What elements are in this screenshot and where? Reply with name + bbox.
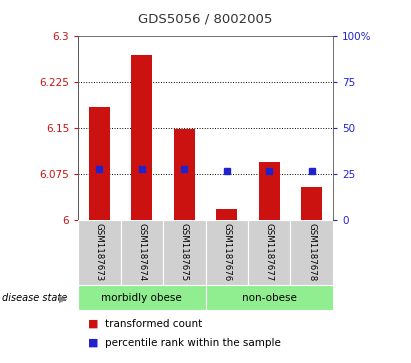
- Text: percentile rank within the sample: percentile rank within the sample: [105, 338, 281, 348]
- Text: non-obese: non-obese: [242, 293, 297, 303]
- Text: disease state: disease state: [2, 293, 67, 303]
- Text: transformed count: transformed count: [105, 319, 202, 329]
- Text: GDS5056 / 8002005: GDS5056 / 8002005: [139, 13, 272, 26]
- Text: ▶: ▶: [59, 293, 67, 303]
- Text: ■: ■: [88, 338, 99, 348]
- Text: GSM1187677: GSM1187677: [265, 223, 274, 281]
- Bar: [131, 54, 152, 220]
- Bar: [259, 162, 280, 220]
- Text: GSM1187673: GSM1187673: [95, 223, 104, 281]
- Text: GSM1187675: GSM1187675: [180, 223, 189, 281]
- Bar: [206, 220, 248, 285]
- Text: ■: ■: [88, 319, 99, 329]
- Text: GSM1187676: GSM1187676: [222, 223, 231, 281]
- Bar: [78, 220, 120, 285]
- Bar: [120, 220, 163, 285]
- Bar: [89, 107, 110, 220]
- Bar: [291, 220, 333, 285]
- Bar: [78, 285, 206, 310]
- Bar: [248, 220, 291, 285]
- Text: morbidly obese: morbidly obese: [102, 293, 182, 303]
- Bar: [174, 129, 195, 220]
- Bar: [216, 209, 238, 220]
- Bar: [163, 220, 206, 285]
- Bar: [301, 187, 322, 220]
- Text: GSM1187674: GSM1187674: [137, 223, 146, 281]
- Bar: [206, 285, 333, 310]
- Text: GSM1187678: GSM1187678: [307, 223, 316, 281]
